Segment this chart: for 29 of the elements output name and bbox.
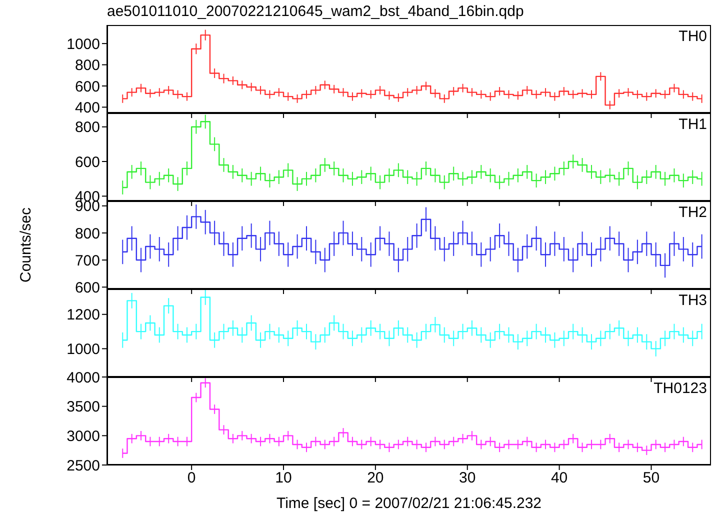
series-label: TH3 (678, 292, 707, 309)
text: TH0123 (654, 380, 707, 397)
x-tick-label: 0 (187, 470, 196, 487)
x-tick-label: 30 (459, 470, 476, 487)
y-tick-label: 800 (74, 225, 100, 242)
x-tick-label: 20 (367, 470, 384, 487)
x-tick-label: 40 (550, 470, 568, 487)
x-tick-label: 10 (275, 470, 292, 487)
y-tick-label: 2500 (66, 457, 100, 474)
x-tick-label: 50 (642, 470, 660, 487)
y-tick-label: 600 (74, 154, 100, 171)
y-tick-label: 3500 (66, 398, 100, 416)
y-tick-label: 700 (74, 252, 100, 270)
y-tick-label: 400 (74, 99, 100, 116)
y-tick-label: 1200 (66, 306, 100, 324)
y-tick-label: 3000 (66, 428, 100, 445)
y-axis-title: Counts/sec (17, 206, 34, 283)
y-tick-label: 800 (74, 57, 100, 74)
y-tick-label: 4000 (66, 369, 100, 386)
text: TH0 (678, 28, 707, 45)
x-axis-title: Time [sec] 0 = 2007/02/21 21:06:45.232 (276, 495, 542, 512)
text: TH1 (678, 116, 707, 133)
y-tick-label: 800 (74, 119, 100, 136)
y-tick-label: 1000 (66, 36, 100, 53)
series-label: TH2 (678, 204, 707, 221)
chart-title: ae501011010_20070221210645_wam2_bst_4band_16bin.qdp (107, 3, 524, 20)
y-tick-label: 600 (74, 279, 100, 296)
y-tick-label: 1000 (66, 341, 100, 358)
y-tick-label: 600 (74, 78, 100, 96)
